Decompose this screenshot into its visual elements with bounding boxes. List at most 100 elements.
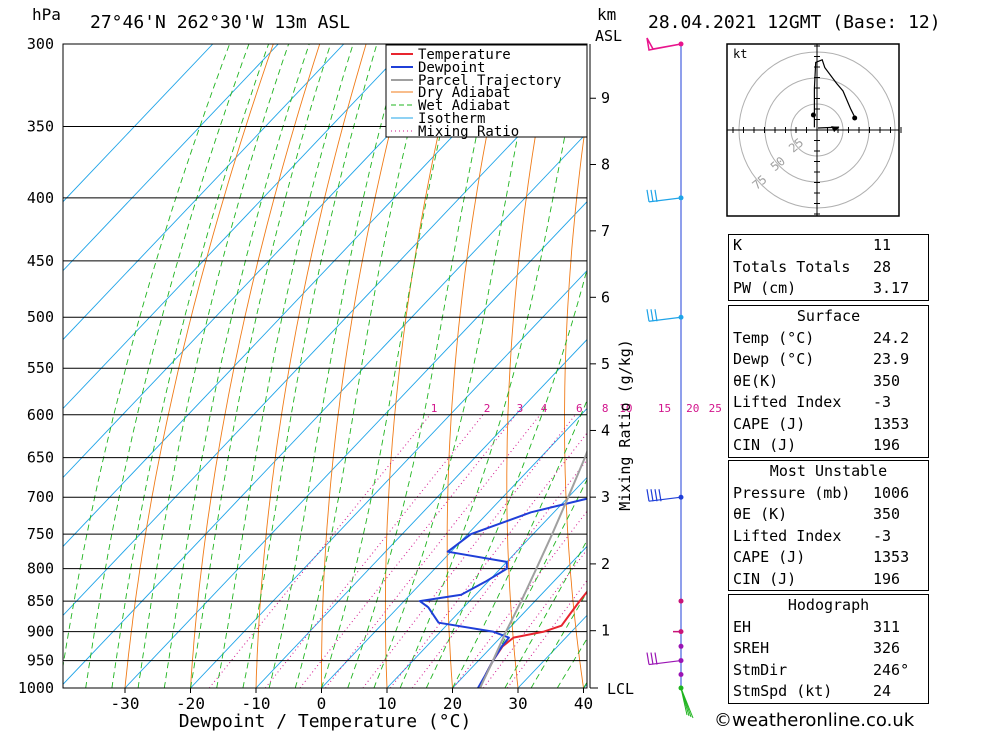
table-row: StmDir 246° — [729, 660, 928, 682]
temperature-tick-label: -10 — [242, 694, 271, 713]
wet-adiabat-line — [190, 44, 332, 688]
isotherm-line — [124, 201, 587, 688]
pressure-tick-label: 300 — [27, 35, 54, 53]
mu-label: CIN (J) — [733, 569, 797, 588]
km-tick-label: 6 — [601, 288, 610, 306]
table-row: K 11 — [729, 235, 928, 257]
km-tick-label: 5 — [601, 355, 610, 373]
asl-label: ASL — [595, 27, 622, 45]
table-row: Totals Totals 28 — [729, 257, 928, 279]
parcel-trajectory-line — [479, 449, 587, 688]
wind-barb-flag — [646, 189, 650, 202]
table-row: CAPE (J) 1353 — [729, 414, 928, 436]
pressure-tick-label: 700 — [27, 488, 54, 506]
wind-barb-flag — [650, 189, 654, 202]
mu-value: 1353 — [873, 548, 910, 566]
wind-barb-shaft — [648, 496, 682, 502]
km-tick-label: 8 — [601, 155, 610, 173]
mixing-ratio-axis-label: Mixing Ratio (g/kg) — [616, 339, 634, 511]
index-label: Totals Totals — [733, 257, 851, 276]
surface-label: θE(K) — [733, 371, 779, 390]
mixing-ratio-labels: 1 2 3 4 6 8 10 15 20 25 — [431, 402, 722, 415]
mixing-ratio-label: 6 — [576, 402, 583, 415]
table-row: PW (cm) 3.17 — [729, 278, 928, 300]
sounding-series — [418, 449, 587, 688]
isotherm-line — [63, 44, 476, 479]
wind-level-dot — [678, 598, 684, 604]
indices-table: K 11 Totals Totals 28 PW (cm) 3.17 — [728, 234, 929, 301]
wind-barb-flag — [654, 189, 658, 202]
table-row: SREH 326 — [729, 638, 928, 660]
surface-label: CIN (J) — [733, 436, 797, 454]
table-row: CAPE (J) 1353 — [729, 547, 928, 569]
mu-value: 196 — [873, 569, 901, 588]
mu-label: Pressure (mb) — [733, 483, 851, 502]
wind-barb-shaft — [648, 316, 682, 322]
mu-value: 350 — [873, 505, 901, 523]
mixing-ratio-label: 10 — [619, 402, 632, 415]
hodo-value: 24 — [873, 682, 892, 700]
wind-barb-flag — [654, 309, 658, 322]
temperature-tick-label: 0 — [317, 694, 327, 713]
legend: Temperature Dewpoint Parcel Trajectory D… — [385, 44, 588, 140]
hodograph-stats-title: Hodograph — [787, 596, 870, 614]
table-row: θE (K) 350 — [729, 504, 928, 526]
location-title: 27°46'N 262°30'W 13m ASL — [90, 12, 350, 33]
pressure-tick-label: 1000 — [18, 679, 54, 697]
hodo-value: 311 — [873, 617, 901, 636]
mu-label: Lifted Index — [733, 526, 842, 545]
mu-label: θE (K) — [733, 505, 788, 523]
hodograph-marker — [852, 115, 858, 121]
pressure-tick-label: 400 — [27, 189, 54, 207]
km-tick-label: 9 — [601, 89, 610, 107]
wet-adiabat-line — [452, 399, 587, 688]
wind-barb-shaft — [648, 659, 682, 666]
table-row: Temp (°C) 24.2 — [729, 328, 928, 350]
mu-label: CAPE (J) — [733, 548, 806, 566]
surface-table: Surface Temp (°C) 24.2 Dewp (°C) 23.9 θE(K… — [728, 305, 929, 458]
wet-adiabat-line — [478, 478, 587, 688]
temperature-tick-label: -30 — [111, 694, 140, 713]
wet-adiabat-line — [111, 44, 270, 688]
wet-adiabat-line — [242, 44, 378, 688]
isotherm-line — [452, 545, 587, 688]
index-value: 28 — [873, 257, 892, 276]
isotherm-line — [63, 44, 279, 272]
isotherm-line — [255, 338, 587, 688]
mixing-ratio-label: 3 — [517, 402, 524, 415]
credit-text[interactable]: ©weatheronline.co.uk — [714, 710, 915, 731]
hodo-value: 246° — [873, 660, 910, 679]
temperature-tick-label: 20 — [443, 694, 462, 713]
pressure-tick-label: 850 — [27, 592, 54, 610]
table-row: Dewp (°C) 23.9 — [729, 349, 928, 371]
km-axis: 1 2 3 4 5 6 7 8 9 — [589, 44, 610, 689]
isotherm-line — [63, 44, 541, 548]
pressure-tick-label: 800 — [27, 560, 54, 578]
hpa-label: hPa — [32, 5, 61, 24]
hodograph-marker — [810, 112, 816, 118]
surface-value: 350 — [873, 371, 901, 390]
storm-motion-arrowhead — [831, 126, 840, 133]
surface-title: Surface — [796, 307, 861, 325]
km-tick-label: 2 — [601, 555, 610, 573]
pressure-tick-label: 350 — [27, 117, 54, 135]
table-row: StmSpd (kt) 24 — [729, 681, 928, 703]
wind-barb-flag — [654, 489, 658, 502]
wind-barb-flag — [650, 489, 654, 502]
table-row: θE(K) 350 — [729, 371, 928, 393]
wind-barb-flag — [658, 489, 662, 502]
pressure-tick-label: 950 — [27, 652, 54, 670]
isotherm-line — [63, 44, 214, 203]
index-value: 3.17 — [873, 279, 910, 297]
wind-barb-shaft — [648, 197, 682, 203]
wet-adiabat-line — [216, 44, 354, 688]
wind-barb-flag — [680, 687, 688, 716]
isotherm-line — [321, 407, 587, 688]
wind-barb-pennant — [646, 37, 682, 51]
table-row: CIN (J) 196 — [729, 569, 928, 591]
mixing-ratio-line — [299, 414, 517, 688]
table-row: Lifted Index -3 — [729, 526, 928, 548]
hodo-label: SREH — [733, 639, 770, 657]
index-label: PW (cm) — [733, 279, 797, 297]
